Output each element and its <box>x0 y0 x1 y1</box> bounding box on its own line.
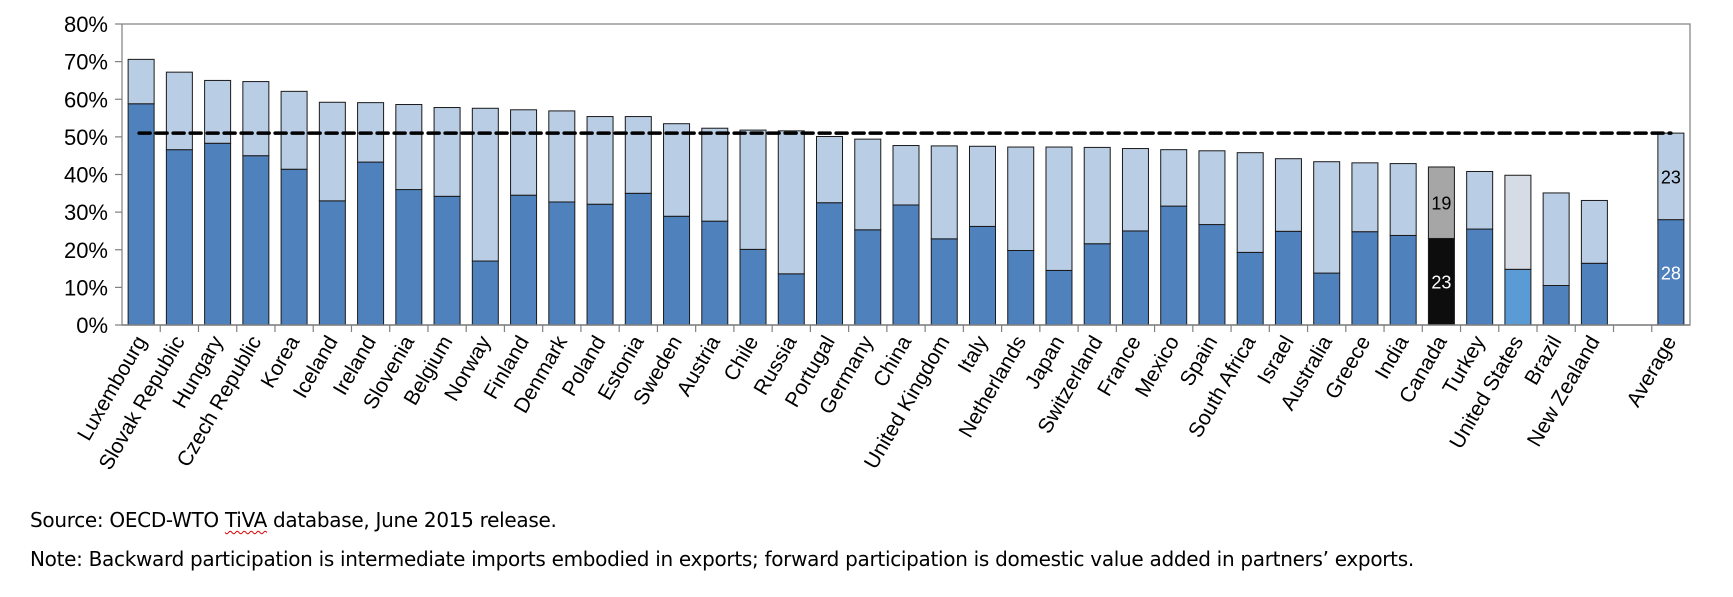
bar-forward <box>510 109 538 196</box>
bar-forward <box>1198 150 1226 226</box>
source-flagged-word: TiVA <box>224 508 267 532</box>
bar-backward <box>701 220 729 326</box>
bar-backward <box>433 195 461 326</box>
bar-backward <box>1045 269 1073 326</box>
bar-forward <box>1313 161 1341 274</box>
x-category-label: Average <box>1622 332 1681 411</box>
bar-backward <box>892 204 920 326</box>
bar-forward <box>739 129 767 250</box>
bar-forward <box>280 90 308 170</box>
bar-data-label: 23 <box>1661 167 1681 187</box>
bar-forward <box>663 123 691 217</box>
bar-forward <box>433 107 461 197</box>
bar-forward <box>892 145 920 206</box>
source-prefix: Source: OECD-WTO <box>30 508 225 532</box>
bar-forward <box>930 145 958 240</box>
bar-forward <box>1236 152 1264 253</box>
bar-backward <box>1389 234 1417 326</box>
bar-forward <box>1389 163 1417 236</box>
x-category-label: Italy <box>954 332 993 377</box>
bar-backward <box>586 203 614 326</box>
bar-backward <box>1274 230 1302 326</box>
data-labels: 23 19 28 23 <box>1431 167 1680 292</box>
y-tick-label: 70% <box>64 50 108 75</box>
bar-backward <box>1160 205 1188 326</box>
bar-backward <box>471 260 499 326</box>
bar-backward <box>1198 224 1226 326</box>
bar-backward <box>1236 251 1264 326</box>
bar-data-label: 28 <box>1661 263 1681 283</box>
bar-forward <box>1542 192 1570 286</box>
y-tick-label: 40% <box>64 163 108 188</box>
bar-forward <box>968 145 996 227</box>
y-tick-label: 20% <box>64 238 108 263</box>
bar-forward <box>1007 146 1035 252</box>
bar-forward <box>1274 158 1302 232</box>
bar-backward <box>318 200 346 326</box>
y-tick-label: 30% <box>64 200 108 225</box>
bar-forward <box>701 127 729 222</box>
bar-backward <box>165 149 193 326</box>
bars <box>127 58 1685 326</box>
gvc-participation-chart: 0% 10% 20% 30% 40% 50% 60% 70% 80% 23 19 28 23 Luxe… <box>64 12 1691 474</box>
bar-forward <box>854 138 882 231</box>
bar-forward <box>1121 148 1149 232</box>
bar-backward <box>854 229 882 326</box>
bar-backward <box>127 103 155 326</box>
y-tick-label: 80% <box>64 12 108 37</box>
bar-backward <box>395 189 423 326</box>
bar-backward <box>1580 262 1608 326</box>
bar-forward <box>816 135 844 204</box>
bar-backward <box>548 201 576 326</box>
bar-data-label: 19 <box>1431 194 1451 214</box>
bar-forward <box>318 101 346 202</box>
bar-forward <box>586 116 614 205</box>
bar-forward <box>548 110 576 203</box>
bar-backward <box>1313 272 1341 326</box>
source-suffix: database, June 2015 release. <box>266 508 557 532</box>
bar-backward <box>968 225 996 326</box>
bar-backward <box>1351 231 1379 326</box>
bar-backward <box>357 161 385 326</box>
bar-forward <box>165 71 193 151</box>
bar-forward <box>471 107 499 262</box>
bar-backward <box>1121 230 1149 326</box>
bar-backward <box>1083 243 1111 326</box>
bar-backward <box>930 238 958 326</box>
bar-backward <box>1007 250 1035 326</box>
source-note: Source: OECD-WTO TiVA database, June 201… <box>30 508 557 532</box>
bar-forward <box>624 116 652 194</box>
bar-forward <box>1045 146 1073 271</box>
y-tick-label: 10% <box>64 275 108 300</box>
bar-backward <box>1542 284 1570 326</box>
bar-data-label: 23 <box>1431 273 1451 293</box>
explanatory-note: Note: Backward participation is intermed… <box>30 547 1414 571</box>
bar-backward <box>280 168 308 326</box>
bar-forward <box>395 104 423 191</box>
y-tick-label: 50% <box>64 125 108 150</box>
bar-backward <box>242 155 270 326</box>
bar-forward <box>1427 166 1455 239</box>
bar-backward <box>204 142 232 326</box>
bar-backward <box>510 194 538 326</box>
bar-forward <box>1351 162 1379 233</box>
y-tick-label: 60% <box>64 87 108 112</box>
bar-backward <box>777 273 805 326</box>
bar-forward <box>242 81 270 157</box>
bar-backward <box>1504 268 1532 326</box>
bar-forward <box>127 58 155 105</box>
bar-backward <box>1466 228 1494 326</box>
bar-backward <box>816 202 844 326</box>
bar-forward <box>1580 199 1608 264</box>
bar-backward <box>739 248 767 326</box>
bar-backward <box>624 192 652 326</box>
bar-forward <box>1083 146 1111 245</box>
bar-forward <box>777 130 805 275</box>
bar-forward <box>1160 149 1188 207</box>
bar-backward <box>663 215 691 326</box>
bar-forward <box>1466 170 1494 230</box>
y-tick-label: 0% <box>76 313 108 338</box>
bar-forward <box>1504 174 1532 270</box>
